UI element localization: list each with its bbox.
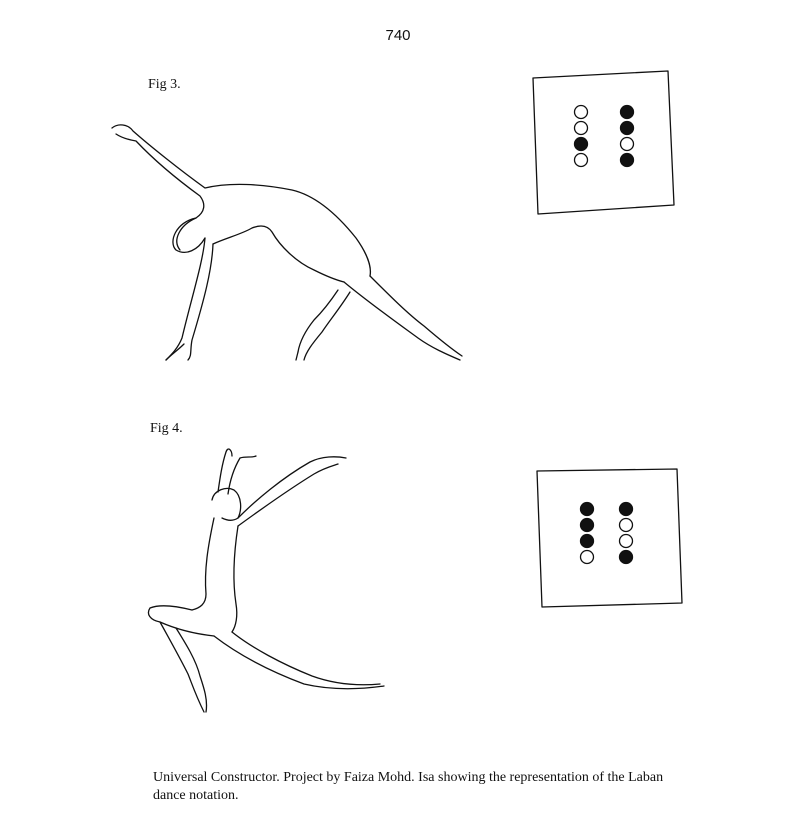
fig3-left-dot-3 (573, 136, 589, 152)
fig3-right-dot-2 (619, 120, 635, 136)
fig3-notation-dots (573, 104, 635, 168)
fig4-dancer-illustration (147, 448, 385, 713)
fig4-left-dot-3 (579, 533, 595, 549)
fig4-notation-box (536, 468, 683, 608)
fig3-left-dot-2 (573, 120, 589, 136)
fig3-notation-box (532, 70, 675, 215)
fig4-right-dot-1 (618, 501, 634, 517)
page-number: 740 (385, 27, 411, 44)
fig4-left-dot-2 (579, 517, 595, 533)
fig4-right-dot-4 (618, 549, 634, 565)
figure-3-label: Fig 3. (148, 77, 181, 92)
fig4-notation-dots (579, 501, 634, 565)
fig3-right-dot-1 (619, 104, 635, 120)
fig3-left-dot-4 (573, 152, 589, 168)
fig3-right-dot-3 (619, 136, 635, 152)
fig4-right-dot-2 (618, 517, 634, 533)
fig4-left-dot-4 (579, 549, 595, 565)
fig3-left-dot-1 (573, 104, 589, 120)
fig4-left-dot-1 (579, 501, 595, 517)
fig3-dancer-illustration (111, 124, 463, 361)
figure-4-label: Fig 4. (150, 421, 183, 436)
figure-caption: Universal Constructor. Project by Faiza … (153, 770, 664, 803)
fig3-right-dot-4 (619, 152, 635, 168)
fig4-right-dot-3 (618, 533, 634, 549)
